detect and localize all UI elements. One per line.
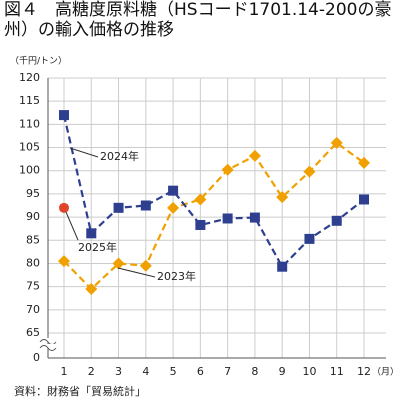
y-tick-label: 65 bbox=[26, 326, 40, 339]
chart-title: 図４ 高糖度原料糖（HSコード1701.14-200の豪州）の輸入価格の推移 bbox=[4, 0, 392, 40]
marker bbox=[276, 191, 289, 204]
marker bbox=[358, 156, 370, 169]
marker bbox=[85, 282, 98, 295]
y-tick-label: 75 bbox=[26, 280, 40, 293]
x-tick-label: 12 bbox=[357, 365, 371, 378]
marker bbox=[195, 219, 206, 230]
series-label: 2023年 bbox=[157, 269, 196, 283]
y-unit: （千円/トン） bbox=[10, 56, 67, 67]
y-tick-label: 95 bbox=[26, 187, 40, 200]
marker bbox=[86, 228, 97, 239]
x-tick-label: 5 bbox=[170, 365, 177, 378]
x-tick-label: 8 bbox=[251, 365, 258, 378]
marker bbox=[277, 261, 288, 272]
y-tick-label: 0 bbox=[33, 351, 40, 364]
marker bbox=[359, 194, 369, 205]
marker bbox=[248, 149, 261, 162]
marker bbox=[221, 163, 234, 176]
marker bbox=[112, 257, 125, 270]
y-tick-label: 100 bbox=[19, 164, 40, 177]
marker bbox=[330, 136, 343, 149]
axis-break-gap bbox=[40, 338, 56, 342]
y-tick-label: 105 bbox=[19, 141, 40, 154]
x-tick-label: 9 bbox=[279, 365, 286, 378]
leader-line bbox=[117, 267, 156, 278]
marker bbox=[139, 259, 152, 272]
series-label: 2025年 bbox=[78, 240, 117, 254]
leader-line bbox=[69, 147, 99, 158]
y-tick-label: 70 bbox=[26, 303, 40, 316]
marker bbox=[167, 201, 180, 214]
marker bbox=[140, 200, 151, 211]
marker bbox=[249, 212, 260, 223]
leader-line bbox=[65, 211, 79, 241]
series-line bbox=[63, 141, 365, 291]
x-tick-label: 11 bbox=[330, 365, 344, 378]
marker bbox=[58, 255, 70, 268]
axis-break bbox=[39, 345, 57, 351]
y-tick-label: 115 bbox=[19, 94, 40, 107]
x-tick-label: 10 bbox=[302, 365, 316, 378]
y-tick-label: 110 bbox=[19, 117, 40, 130]
series-label: 2024年 bbox=[100, 149, 139, 163]
marker bbox=[304, 233, 315, 244]
x-tick-label: 7 bbox=[224, 365, 231, 378]
x-tick-label: 4 bbox=[142, 365, 149, 378]
marker bbox=[303, 165, 316, 178]
marker bbox=[168, 185, 179, 196]
x-unit: （月） bbox=[372, 367, 399, 378]
x-tick-label: 3 bbox=[115, 365, 122, 378]
marker bbox=[59, 202, 69, 213]
y-tick-label: 120 bbox=[19, 71, 40, 84]
marker bbox=[194, 193, 207, 206]
x-tick-label: 1 bbox=[61, 365, 68, 378]
marker bbox=[222, 213, 233, 224]
y-tick-label: 85 bbox=[26, 233, 40, 246]
y-tick-label: 80 bbox=[26, 256, 40, 269]
x-tick-label: 6 bbox=[197, 365, 204, 378]
marker bbox=[331, 215, 342, 226]
marker bbox=[113, 202, 124, 213]
marker bbox=[59, 110, 69, 121]
axis-break-gap bbox=[40, 344, 56, 348]
y-tick-label: 90 bbox=[26, 210, 40, 223]
x-tick-label: 2 bbox=[88, 365, 95, 378]
source: 資料：財務省「貿易統計」 bbox=[14, 384, 146, 398]
